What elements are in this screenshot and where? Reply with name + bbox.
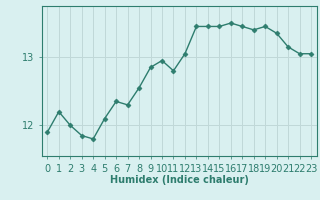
X-axis label: Humidex (Indice chaleur): Humidex (Indice chaleur) xyxy=(110,175,249,185)
